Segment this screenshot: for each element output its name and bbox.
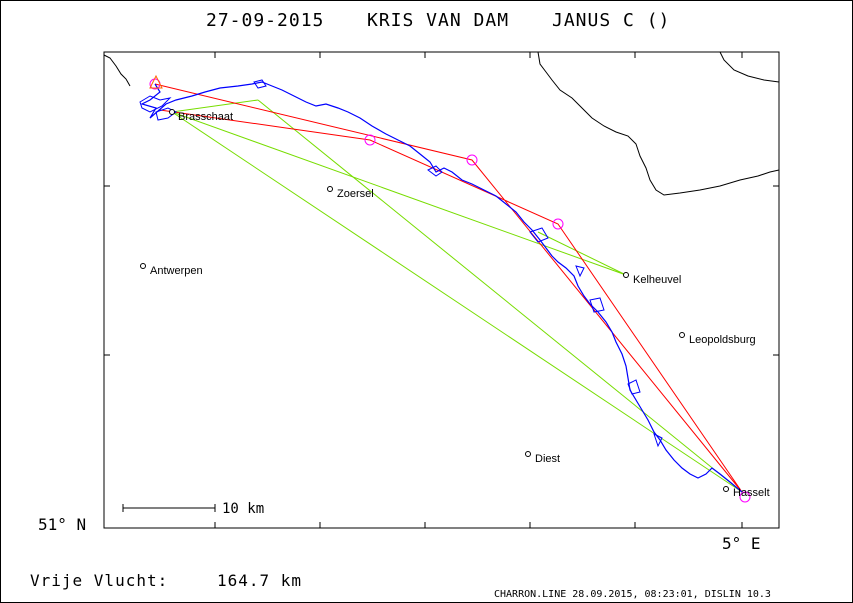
- scale-bar: [122, 504, 216, 512]
- turnpoint-circle: [552, 218, 564, 230]
- latitude-label: 51° N: [38, 515, 86, 534]
- city-label-antwerpen: Antwerpen: [150, 265, 203, 277]
- city-markers: [140, 109, 729, 492]
- map-plot-area: [103, 51, 780, 529]
- city-marker: [140, 263, 146, 269]
- start-flag-icon: [149, 74, 163, 89]
- footer-credit: CHARRON.LINE 28.09.2015, 08:23:01, DISLI…: [494, 589, 771, 600]
- city-marker: [623, 272, 629, 278]
- city-label-brasschaat: Brasschaat: [178, 111, 233, 123]
- title-glider: JANUS C (): [552, 10, 670, 31]
- turnpoint-circle: [364, 134, 376, 146]
- task-line: [154, 83, 743, 493]
- flight-track: [140, 81, 743, 493]
- city-label-leopoldsburg: Leopoldsburg: [689, 334, 756, 346]
- city-label-hasselt: Hasselt: [733, 487, 770, 499]
- optimized-legs: [171, 99, 743, 493]
- country-border: [103, 51, 780, 196]
- turnpoint-circle: [739, 491, 751, 503]
- longitude-label: 5° E: [722, 534, 761, 553]
- turnpoint-circle: [466, 154, 478, 166]
- city-marker: [679, 332, 685, 338]
- city-label-diest: Diest: [535, 453, 560, 465]
- city-marker: [327, 186, 333, 192]
- axis-ticks: [104, 52, 779, 528]
- free-flight-label: Vrije Vlucht:: [30, 571, 168, 590]
- free-flight-distance: 164.7 km: [217, 571, 302, 590]
- city-marker: [169, 109, 175, 115]
- city-label-kelheuvel: Kelheuvel: [633, 274, 681, 286]
- city-marker: [525, 451, 531, 457]
- title-pilot: KRIS VAN DAM: [367, 10, 509, 31]
- city-marker: [723, 486, 729, 492]
- scale-bar-label: 10 km: [222, 501, 264, 517]
- city-label-zoersel: Zoersel: [337, 188, 374, 200]
- title-date: 27-09-2015: [206, 10, 324, 31]
